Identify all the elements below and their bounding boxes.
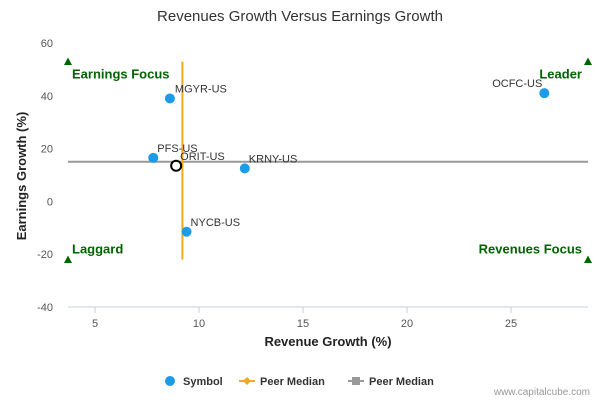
x-tick-label: 25 — [505, 318, 517, 330]
x-axis-label: Revenue Growth (%) — [264, 334, 391, 349]
quadrant-label: Leader — [539, 66, 582, 81]
x-tick-label: 10 — [193, 318, 205, 330]
x-tick-label: 20 — [401, 318, 413, 330]
quadrant-marker-icon — [64, 255, 72, 263]
legend-label: Peer Median — [369, 376, 434, 388]
x-tick-label: 5 — [92, 318, 98, 330]
legend-diamond-icon — [243, 377, 251, 385]
point-label: ORIT-US — [180, 151, 225, 163]
quadrant-marker-icon — [64, 57, 72, 65]
chart-title: Revenues Growth Versus Earnings Growth — [157, 8, 443, 25]
y-tick-label: 40 — [41, 91, 53, 103]
legend[interactable]: Symbol Peer Median Peer Median — [165, 376, 434, 388]
y-tick-label: -20 — [37, 249, 53, 261]
point-marker-highlight — [170, 159, 183, 172]
y-tick-label: -40 — [37, 302, 53, 314]
legend-square-icon — [352, 377, 360, 385]
y-tick-label: 60 — [41, 38, 53, 50]
quadrant-marker-icon — [584, 57, 592, 65]
credit-text: www.capitalcube.com — [493, 387, 590, 398]
y-tick-label: 0 — [47, 196, 53, 208]
point-label: MGYR-US — [175, 83, 227, 95]
y-axis-label: Earnings Growth (%) — [14, 112, 29, 241]
peer-median-lines — [68, 61, 588, 260]
y-axis: -40 -20 0 20 40 60 — [37, 38, 53, 314]
legend-label: Peer Median — [260, 376, 325, 388]
legend-label: Symbol — [183, 376, 223, 388]
point-label: OCFC-US — [492, 78, 542, 90]
point-marker — [181, 226, 192, 237]
point-label: NYCB-US — [191, 217, 241, 229]
quadrant-labels: Earnings Focus Leader Laggard Revenues Focu… — [64, 57, 592, 263]
point-label: KRNY-US — [249, 153, 297, 165]
point-marker — [148, 152, 159, 163]
point-label: PFS-US — [157, 143, 197, 155]
x-tick-label: 15 — [297, 318, 309, 330]
point-marker — [164, 93, 175, 104]
legend-symbol-marker — [165, 376, 175, 386]
x-axis: 5 10 15 20 25 — [92, 307, 517, 330]
point-marker — [539, 88, 550, 99]
y-tick-label: 20 — [41, 144, 53, 156]
quadrant-label: Laggard — [72, 241, 123, 256]
quadrant-label: Earnings Focus — [72, 66, 170, 81]
quadrant-label: Revenues Focus — [479, 241, 582, 256]
quadrant-marker-icon — [584, 255, 592, 263]
point-marker — [239, 163, 250, 174]
